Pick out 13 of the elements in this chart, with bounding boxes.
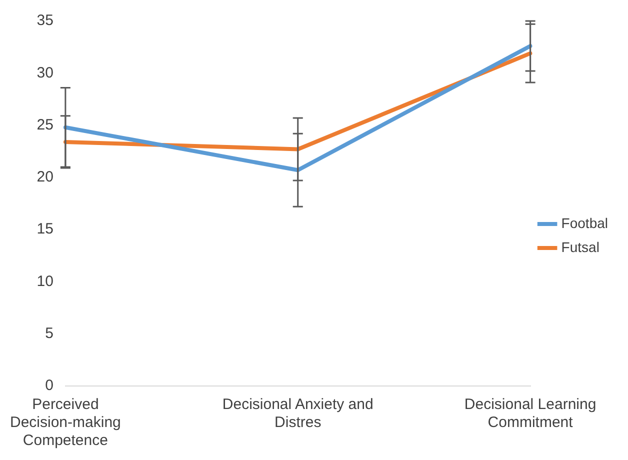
y-tick-label: 0: [45, 377, 54, 394]
y-tick-label: 15: [36, 220, 54, 238]
y-tick-label: 35: [36, 12, 54, 30]
y-tick-label: 30: [36, 64, 54, 82]
y-tick-label: 25: [36, 116, 54, 134]
y-tick-label: 5: [45, 325, 54, 342]
x-tick-label: Decisional Learning Commitment: [464, 396, 596, 432]
y-tick-label: 10: [36, 272, 54, 290]
x-tick-label: Decisional Anxiety and Distres: [222, 396, 374, 432]
legend-label: Futsal: [561, 238, 600, 255]
legend-label: Footbal: [561, 214, 608, 231]
y-tick-label: 20: [36, 168, 54, 186]
x-tick-label: Perceived Decision-making Competence: [10, 396, 121, 450]
